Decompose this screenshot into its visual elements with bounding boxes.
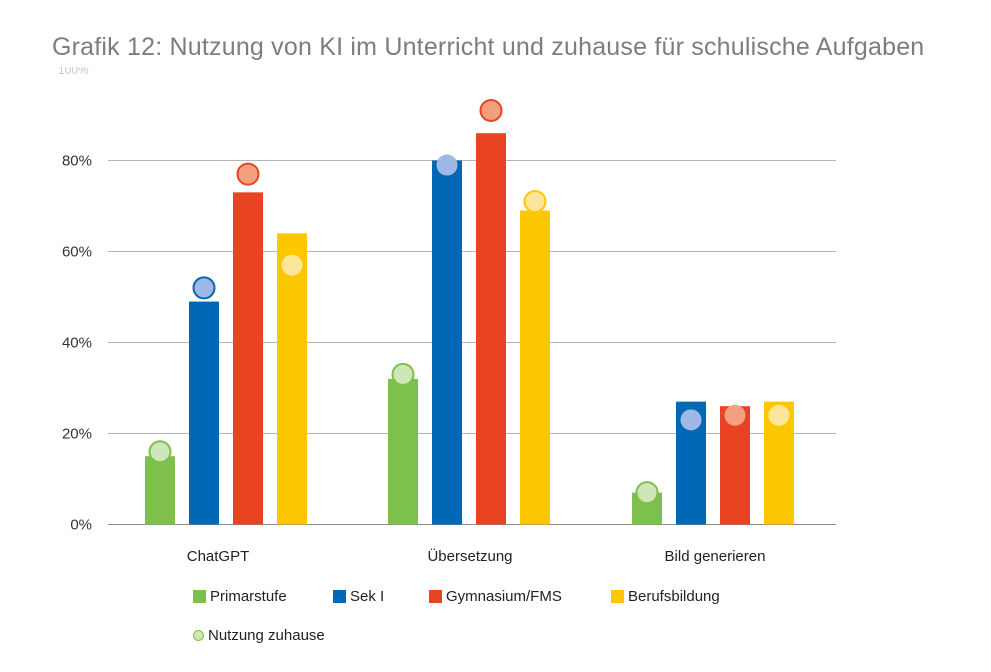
bar: [145, 456, 175, 525]
legend-label-berufsbildung: Berufsbildung: [628, 588, 720, 605]
marker-nutzung-zuhause: [192, 276, 216, 300]
legend-item-nutzung-zuhause: Nutzung zuhause: [193, 627, 325, 644]
legend-swatch-primarstufe: [193, 590, 206, 603]
y-tick-label: 60%: [62, 244, 92, 261]
legend-label-sek-i: Sek I: [350, 588, 385, 605]
marker-nutzung-zuhause: [523, 189, 547, 213]
marker-nutzung-zuhause: [680, 409, 702, 431]
legend-item-berufsbildung: Berufsbildung: [611, 588, 720, 605]
marker-nutzung-zuhause: [768, 404, 790, 426]
x-category-label: ChatGPT: [187, 548, 250, 565]
y-tick-label: 0%: [70, 517, 92, 534]
bar: [189, 301, 219, 525]
legend: Primarstufe Sek I Gymnasium/FMS Berufsbi…: [193, 588, 720, 605]
legend-marker-row: Nutzung zuhause: [193, 627, 325, 644]
legend-swatch-gymnasium: [429, 590, 442, 603]
x-category-label: Bild generieren: [665, 548, 766, 565]
legend-item-primarstufe: Primarstufe: [193, 588, 333, 605]
legend-item-sek-i: Sek I: [333, 588, 429, 605]
marker-nutzung-zuhause: [281, 254, 303, 276]
x-category-label: Übersetzung: [427, 547, 512, 565]
marker-nutzung-zuhause: [635, 481, 659, 505]
bar: [233, 192, 263, 525]
marker-nutzung-zuhause: [436, 154, 458, 176]
bar: [432, 160, 462, 525]
legend-item-gymnasium: Gymnasium/FMS: [429, 588, 611, 605]
y-tick-label: 40%: [62, 335, 92, 352]
marker-nutzung-zuhause: [479, 98, 503, 122]
legend-label-nutzung-zuhause: Nutzung zuhause: [208, 627, 325, 644]
bar: [520, 210, 550, 525]
chart-title: Grafik 12: Nutzung von KI im Unterricht …: [52, 33, 925, 61]
bar: [277, 233, 307, 525]
marker-nutzung-zuhause: [724, 404, 746, 426]
legend-swatch-berufsbildung: [611, 590, 624, 603]
bar: [476, 133, 506, 525]
legend-label-primarstufe: Primarstufe: [210, 588, 287, 605]
marker-nutzung-zuhause: [148, 440, 172, 464]
marker-nutzung-zuhause: [391, 362, 415, 386]
clipped-axis-label: 100%: [58, 67, 89, 75]
y-tick-label: 20%: [62, 426, 92, 443]
marker-nutzung-zuhause: [236, 162, 260, 186]
legend-swatch-sek-i: [333, 590, 346, 603]
bar: [388, 378, 418, 525]
y-tick-label: 80%: [62, 153, 92, 170]
legend-marker-icon: [193, 630, 204, 641]
legend-label-gymnasium: Gymnasium/FMS: [446, 588, 562, 605]
bar: [720, 406, 750, 525]
